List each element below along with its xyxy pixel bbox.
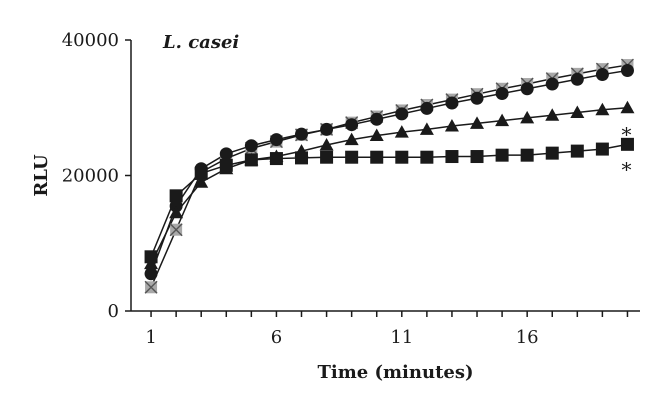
data-point-circle <box>620 63 634 77</box>
data-point-triangle <box>369 128 384 142</box>
data-point-triangle <box>570 105 585 118</box>
x-tick-label: 11 <box>390 327 413 348</box>
data-point-circle <box>345 118 359 132</box>
data-point-square <box>545 146 559 160</box>
data-point-triangle <box>194 175 209 188</box>
data-point-x <box>169 223 183 237</box>
series-line-triangle <box>150 107 628 264</box>
data-point-x-stroke <box>169 223 183 237</box>
data-point-circle <box>570 72 584 86</box>
significance-asterisk: * <box>621 122 631 146</box>
y-tick-label: 0 <box>108 301 119 322</box>
data-point-triangle <box>595 102 610 116</box>
data-point-square <box>144 250 158 264</box>
data-point-circle <box>219 147 233 161</box>
series-line-x-grey <box>150 64 628 288</box>
data-point-square <box>445 150 459 164</box>
y-tick-label: 20000 <box>62 166 119 187</box>
data-point-square <box>370 150 384 164</box>
significance-asterisk: * <box>621 158 631 182</box>
data-point-triangle <box>470 116 485 129</box>
data-point-triangle <box>520 110 535 124</box>
data-point-circle <box>420 101 434 115</box>
axes <box>125 39 640 317</box>
data-point-square <box>244 153 258 167</box>
data-point-square <box>495 148 509 162</box>
data-point-circle <box>395 107 409 121</box>
data-point-triangle <box>419 122 434 135</box>
data-point-circle <box>144 267 158 281</box>
data-point-triangle <box>319 138 334 151</box>
data-point-circle <box>595 68 609 82</box>
series-layer <box>144 58 635 294</box>
data-point-square <box>395 150 409 164</box>
data-point-circle <box>495 87 509 101</box>
x-axis-title: Time (minutes) <box>318 362 474 383</box>
data-point-square <box>520 148 534 162</box>
data-point-triangle <box>444 119 459 132</box>
data-point-square <box>595 142 609 156</box>
data-point-square <box>470 150 484 164</box>
data-point-square <box>169 189 183 203</box>
x-tick-label: 16 <box>516 327 539 348</box>
data-point-square <box>269 152 283 166</box>
y-tick-label: 40000 <box>62 30 119 51</box>
data-point-x-stroke <box>144 280 158 294</box>
data-point-circle <box>320 122 334 136</box>
data-point-triangle <box>344 132 359 146</box>
data-point-square <box>420 150 434 164</box>
data-point-circle <box>295 127 309 141</box>
x-tick-label: 6 <box>271 327 282 348</box>
data-point-square <box>345 150 359 164</box>
data-point-square <box>620 137 634 151</box>
data-point-triangle <box>620 100 635 114</box>
data-point-circle <box>520 82 534 96</box>
data-point-square <box>295 151 309 165</box>
data-point-circle <box>269 133 283 147</box>
data-point-triangle <box>169 205 184 219</box>
data-point-square <box>219 158 233 172</box>
data-point-triangle <box>545 108 560 121</box>
chart-title: L. casei <box>162 32 239 53</box>
x-tick-label: 1 <box>145 327 156 348</box>
data-point-square <box>570 144 584 158</box>
y-axis-title: RLU <box>31 154 52 197</box>
data-point-circle <box>244 139 258 153</box>
data-point-circle <box>545 77 559 91</box>
data-point-square <box>320 150 334 164</box>
data-point-triangle <box>495 113 510 127</box>
data-point-circle <box>370 112 384 126</box>
data-point-x <box>144 280 158 294</box>
data-point-triangle <box>394 125 409 138</box>
data-point-square <box>194 166 208 180</box>
data-point-circle <box>470 91 484 105</box>
data-point-circle <box>445 96 459 110</box>
